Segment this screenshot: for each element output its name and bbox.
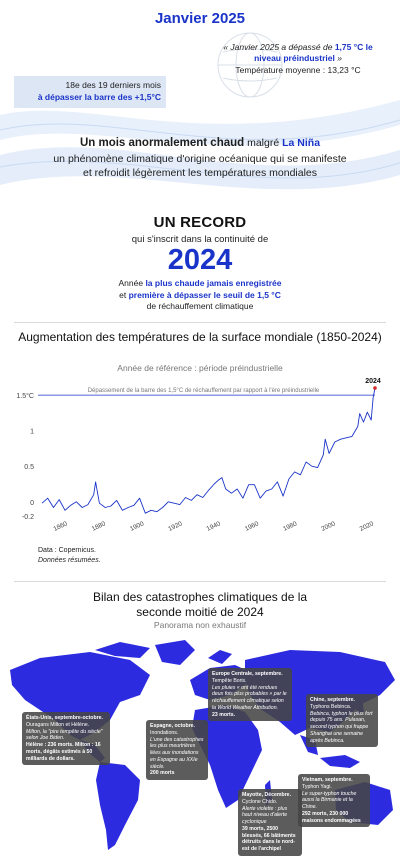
main-bold: Un mois anormalement chaud [79, 137, 245, 149]
quote-bold: 1,75 °C le niveau préindustriel [254, 42, 373, 64]
x-tick-label: 1980 [282, 520, 298, 533]
y-tick-label: 1 [30, 429, 34, 436]
y-tick-label: -0.2 [22, 514, 34, 521]
y-tick-label: 1.5°C [16, 392, 34, 400]
event-line: Cyclone Chido. [242, 798, 278, 805]
event-card-mayotte: Mayotte, Décembre. Cyclone Chido. Alerte… [238, 789, 302, 856]
main-nina: La Niña [282, 137, 321, 149]
record-year: 2024 [167, 244, 233, 276]
record-desc-d: première à dépasser le seuil de 1,5 °C [128, 289, 281, 300]
chart-subtitle: Année de référence : période préindustri… [117, 363, 283, 373]
event-bold: Hélène : 236 morts. Milton : 16 morts, d… [26, 742, 101, 762]
x-tick-label: 2000 [320, 520, 336, 533]
x-tick-label: 1920 [167, 520, 183, 533]
record-desc-b: la plus chaude jamais enregistrée [145, 278, 282, 289]
chart-title: Augmentation des températures de la surf… [18, 330, 382, 344]
months-box: 18e des 19 derniers mois à dépasser la b… [14, 76, 166, 108]
event-head: Mayotte, Décembre. [242, 792, 292, 798]
record-desc-a: Année [118, 278, 146, 289]
event-italic: Milton, la "pire tempête du siècle" selo… [26, 728, 103, 742]
event-line: Tempête Boris. [212, 677, 247, 684]
event-head: Europe Centrale, septembre. [212, 671, 283, 677]
event-card-europe: Europe Centrale, septembre. Tempête Bori… [208, 668, 292, 722]
event-card-vietnam: Vietnam, septembre. Typhon Yagi. Le supe… [298, 774, 370, 828]
event-card-usa: États-Unis, septembre-octobre. Ouragans … [22, 712, 110, 766]
event-line: Ouragans Milton et Hélène. [26, 721, 90, 728]
event-italic: Les pluies « ont été rendues deux fois p… [212, 684, 287, 711]
threshold-label: Dépassement de la barre des 1,5°C de réc… [88, 388, 320, 394]
x-tick-label: 1900 [129, 520, 145, 533]
event-line: Inondations. [150, 729, 179, 736]
x-tick-label: 2020 [359, 520, 375, 533]
temperature-chart: 1.5°C 1 0.5 0 -0.2 1860 1880 1900 1920 1940 1960 19… [16, 378, 381, 533]
disasters-subtitle: Panorama non exhaustif [153, 620, 247, 630]
record-desc-c: et [119, 289, 129, 300]
event-italic: Bebinca, typhon le plus fort depuis 75 a… [310, 710, 373, 744]
event-italic: L'une des catastrophes les plus meurtriè… [150, 736, 204, 770]
main-mid: malgré [244, 137, 283, 149]
record-description: Année la plus chaude jamais enregistrée … [0, 278, 400, 312]
temperature-line: Température moyenne : 13,23 °C [235, 64, 361, 75]
quote-block: « Janvier 2025 a dépassé de 1,75 °C le n… [218, 42, 378, 76]
x-tick-label: 1880 [91, 520, 107, 533]
months-box-line1: 18e des 19 derniers mois [65, 80, 161, 90]
event-head: Vietnam, septembre. [302, 777, 353, 783]
chart-source: Data : Copernicus. Données résumées. [38, 546, 101, 566]
record-block: UN RECORD qui s'inscrit dans la continui… [0, 214, 400, 313]
event-bold: 200 morts [150, 770, 175, 777]
disasters-title: Bilan des catastrophes climatiques de la… [0, 590, 400, 620]
event-line: Typhons Bebinca. [310, 703, 352, 710]
temperature-series-line [41, 387, 376, 514]
event-head: États-Unis, septembre-octobre. [26, 715, 103, 721]
highlight-label: 2024 [365, 378, 381, 385]
x-tick-label: 1960 [244, 520, 260, 533]
x-tick-label: 1940 [206, 520, 222, 533]
main-statement: Un mois anormalement chaud malgré La Niñ… [0, 136, 400, 180]
event-card-spain: Espagne, octobre. Inondations. L'une des… [146, 720, 208, 780]
quote-text: « Janvier 2025 a dépassé de [223, 42, 335, 52]
event-bold: 23 morts. [212, 711, 236, 718]
record-desc-e: de réchauffement climatique [146, 301, 254, 312]
event-head: Chine, septembre. [310, 697, 355, 703]
event-line: Typhon Yagi. [302, 783, 332, 790]
record-subtitle: qui s'inscrit dans la continuité de [131, 234, 269, 245]
y-tick-label: 0.5 [24, 464, 34, 471]
disasters-title-text: Bilan des catastrophes climatiques de la… [92, 590, 308, 619]
divider [14, 581, 386, 582]
main-rest: un phénomène climatique d'origine océani… [53, 152, 347, 179]
event-bold: 39 morts, 2500 blessés, 66 bâtiments dét… [242, 825, 296, 852]
source-line: Data : Copernicus. [38, 547, 96, 554]
event-italic: Le super-typhon touche aussi la Birmanie… [302, 790, 357, 811]
page-title: Janvier 2025 [154, 10, 246, 27]
source-note: Données résumées. [38, 556, 101, 564]
event-italic: Alerte violette : plus haut niveau d'ale… [242, 805, 288, 826]
event-head: Espagne, octobre. [150, 723, 195, 729]
wave-decoration [0, 100, 400, 190]
months-box-line2: à dépasser la barre des +1,5°C [37, 91, 161, 102]
highlight-point-2024 [373, 386, 377, 390]
divider [14, 322, 386, 323]
y-tick-label: 0 [30, 500, 34, 507]
event-card-china: Chine, septembre. Typhons Bebinca. Bebin… [306, 694, 378, 748]
record-title: UN RECORD [153, 214, 247, 231]
x-tick-label: 1860 [52, 520, 68, 533]
globe-icon [217, 32, 283, 98]
event-bold: 292 morts, 230 000 maisons endommagées [302, 810, 361, 824]
quote-end: » [334, 53, 342, 64]
